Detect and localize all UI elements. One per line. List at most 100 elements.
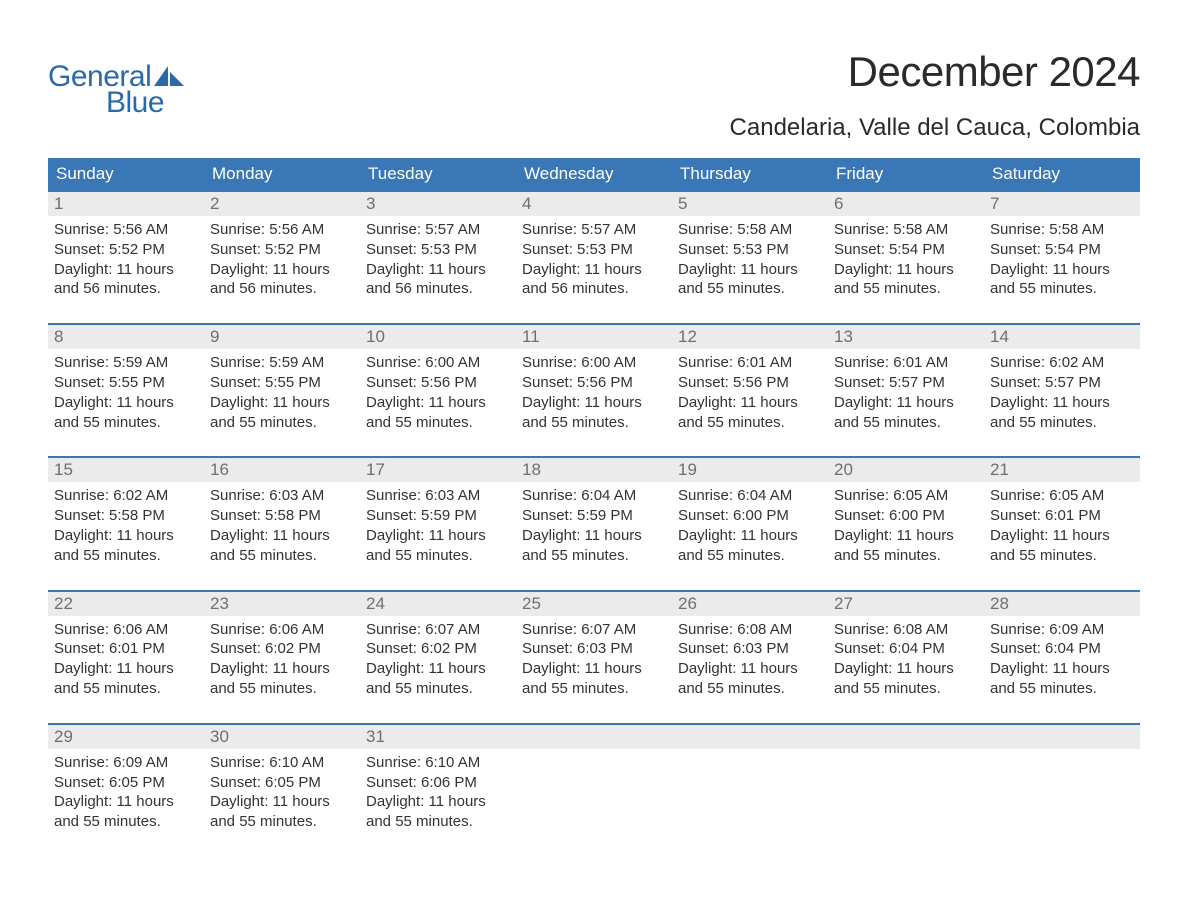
day-cell: 7Sunrise: 5:58 AMSunset: 5:54 PMDaylight… bbox=[984, 192, 1140, 303]
day-body: Sunrise: 6:03 AMSunset: 5:59 PMDaylight:… bbox=[360, 482, 516, 569]
day-number: 13 bbox=[828, 325, 984, 349]
daylight-line: Daylight: 11 hours and 55 minutes. bbox=[210, 526, 354, 566]
daylight-line: Daylight: 11 hours and 55 minutes. bbox=[522, 393, 666, 433]
sunset-line: Sunset: 5:58 PM bbox=[210, 506, 354, 526]
calendar: Sunday Monday Tuesday Wednesday Thursday… bbox=[48, 158, 1140, 836]
day-body: Sunrise: 5:58 AMSunset: 5:54 PMDaylight:… bbox=[984, 216, 1140, 303]
weekday-friday: Friday bbox=[828, 158, 984, 190]
day-body: Sunrise: 6:05 AMSunset: 6:01 PMDaylight:… bbox=[984, 482, 1140, 569]
daylight-line: Daylight: 11 hours and 56 minutes. bbox=[366, 260, 510, 300]
sunrise-line: Sunrise: 6:00 AM bbox=[522, 353, 666, 373]
sunset-line: Sunset: 6:05 PM bbox=[210, 773, 354, 793]
day-body: Sunrise: 6:06 AMSunset: 6:01 PMDaylight:… bbox=[48, 616, 204, 703]
sunset-line: Sunset: 5:54 PM bbox=[990, 240, 1134, 260]
day-cell: . bbox=[984, 725, 1140, 836]
day-number: 4 bbox=[516, 192, 672, 216]
sunset-line: Sunset: 5:53 PM bbox=[366, 240, 510, 260]
day-number: 19 bbox=[672, 458, 828, 482]
sunset-line: Sunset: 6:00 PM bbox=[678, 506, 822, 526]
sunrise-line: Sunrise: 6:02 AM bbox=[990, 353, 1134, 373]
location-text: Candelaria, Valle del Cauca, Colombia bbox=[730, 114, 1140, 142]
day-body: Sunrise: 5:59 AMSunset: 5:55 PMDaylight:… bbox=[48, 349, 204, 436]
day-cell: 9Sunrise: 5:59 AMSunset: 5:55 PMDaylight… bbox=[204, 325, 360, 436]
day-body: Sunrise: 5:57 AMSunset: 5:53 PMDaylight:… bbox=[360, 216, 516, 303]
day-cell: 26Sunrise: 6:08 AMSunset: 6:03 PMDayligh… bbox=[672, 592, 828, 703]
day-number: 14 bbox=[984, 325, 1140, 349]
day-body: Sunrise: 6:00 AMSunset: 5:56 PMDaylight:… bbox=[360, 349, 516, 436]
day-cell: 24Sunrise: 6:07 AMSunset: 6:02 PMDayligh… bbox=[360, 592, 516, 703]
daylight-line: Daylight: 11 hours and 55 minutes. bbox=[54, 659, 198, 699]
week-row: 1Sunrise: 5:56 AMSunset: 5:52 PMDaylight… bbox=[48, 190, 1140, 303]
daylight-line: Daylight: 11 hours and 55 minutes. bbox=[366, 393, 510, 433]
week-row: 15Sunrise: 6:02 AMSunset: 5:58 PMDayligh… bbox=[48, 456, 1140, 569]
sunset-line: Sunset: 5:56 PM bbox=[366, 373, 510, 393]
daylight-line: Daylight: 11 hours and 55 minutes. bbox=[834, 526, 978, 566]
day-cell: 17Sunrise: 6:03 AMSunset: 5:59 PMDayligh… bbox=[360, 458, 516, 569]
day-cell: 4Sunrise: 5:57 AMSunset: 5:53 PMDaylight… bbox=[516, 192, 672, 303]
sunset-line: Sunset: 6:03 PM bbox=[678, 639, 822, 659]
sunrise-line: Sunrise: 6:05 AM bbox=[834, 486, 978, 506]
sunrise-line: Sunrise: 6:07 AM bbox=[522, 620, 666, 640]
logo: General Blue bbox=[48, 60, 184, 120]
sunset-line: Sunset: 6:01 PM bbox=[54, 639, 198, 659]
daylight-line: Daylight: 11 hours and 55 minutes. bbox=[522, 526, 666, 566]
sunset-line: Sunset: 5:55 PM bbox=[210, 373, 354, 393]
day-number: 5 bbox=[672, 192, 828, 216]
day-body: Sunrise: 6:10 AMSunset: 6:05 PMDaylight:… bbox=[204, 749, 360, 836]
day-number: 11 bbox=[516, 325, 672, 349]
day-body: Sunrise: 6:05 AMSunset: 6:00 PMDaylight:… bbox=[828, 482, 984, 569]
daylight-line: Daylight: 11 hours and 55 minutes. bbox=[54, 792, 198, 832]
day-number: 26 bbox=[672, 592, 828, 616]
day-body: Sunrise: 6:02 AMSunset: 5:58 PMDaylight:… bbox=[48, 482, 204, 569]
day-cell: . bbox=[516, 725, 672, 836]
daylight-line: Daylight: 11 hours and 55 minutes. bbox=[54, 526, 198, 566]
weekday-tuesday: Tuesday bbox=[360, 158, 516, 190]
day-body: Sunrise: 6:08 AMSunset: 6:03 PMDaylight:… bbox=[672, 616, 828, 703]
sunset-line: Sunset: 6:06 PM bbox=[366, 773, 510, 793]
sunset-line: Sunset: 6:03 PM bbox=[522, 639, 666, 659]
sunset-line: Sunset: 6:00 PM bbox=[834, 506, 978, 526]
daylight-line: Daylight: 11 hours and 55 minutes. bbox=[210, 393, 354, 433]
day-body: Sunrise: 6:10 AMSunset: 6:06 PMDaylight:… bbox=[360, 749, 516, 836]
day-number: 18 bbox=[516, 458, 672, 482]
sunset-line: Sunset: 6:02 PM bbox=[210, 639, 354, 659]
day-cell: 31Sunrise: 6:10 AMSunset: 6:06 PMDayligh… bbox=[360, 725, 516, 836]
daylight-line: Daylight: 11 hours and 55 minutes. bbox=[990, 393, 1134, 433]
sunrise-line: Sunrise: 6:05 AM bbox=[990, 486, 1134, 506]
day-body: Sunrise: 6:01 AMSunset: 5:56 PMDaylight:… bbox=[672, 349, 828, 436]
sunrise-line: Sunrise: 5:59 AM bbox=[54, 353, 198, 373]
daylight-line: Daylight: 11 hours and 55 minutes. bbox=[210, 792, 354, 832]
sunset-line: Sunset: 6:04 PM bbox=[834, 639, 978, 659]
logo-text-blue: Blue bbox=[106, 86, 164, 120]
day-number: 16 bbox=[204, 458, 360, 482]
sunrise-line: Sunrise: 5:56 AM bbox=[210, 220, 354, 240]
day-body: Sunrise: 5:59 AMSunset: 5:55 PMDaylight:… bbox=[204, 349, 360, 436]
weekday-wednesday: Wednesday bbox=[516, 158, 672, 190]
sunrise-line: Sunrise: 6:10 AM bbox=[366, 753, 510, 773]
day-body: Sunrise: 6:09 AMSunset: 6:05 PMDaylight:… bbox=[48, 749, 204, 836]
daylight-line: Daylight: 11 hours and 55 minutes. bbox=[678, 260, 822, 300]
day-number: 15 bbox=[48, 458, 204, 482]
sunrise-line: Sunrise: 6:03 AM bbox=[366, 486, 510, 506]
daylight-line: Daylight: 11 hours and 55 minutes. bbox=[834, 393, 978, 433]
sunrise-line: Sunrise: 5:58 AM bbox=[678, 220, 822, 240]
day-cell: 21Sunrise: 6:05 AMSunset: 6:01 PMDayligh… bbox=[984, 458, 1140, 569]
sunrise-line: Sunrise: 6:06 AM bbox=[210, 620, 354, 640]
sunrise-line: Sunrise: 6:01 AM bbox=[678, 353, 822, 373]
day-body: Sunrise: 6:03 AMSunset: 5:58 PMDaylight:… bbox=[204, 482, 360, 569]
day-number: 3 bbox=[360, 192, 516, 216]
sunrise-line: Sunrise: 6:09 AM bbox=[54, 753, 198, 773]
sunset-line: Sunset: 6:05 PM bbox=[54, 773, 198, 793]
sunrise-line: Sunrise: 5:58 AM bbox=[834, 220, 978, 240]
daylight-line: Daylight: 11 hours and 55 minutes. bbox=[834, 659, 978, 699]
day-number: 24 bbox=[360, 592, 516, 616]
sunset-line: Sunset: 5:52 PM bbox=[210, 240, 354, 260]
sunrise-line: Sunrise: 6:09 AM bbox=[990, 620, 1134, 640]
day-cell: 11Sunrise: 6:00 AMSunset: 5:56 PMDayligh… bbox=[516, 325, 672, 436]
sunset-line: Sunset: 5:59 PM bbox=[366, 506, 510, 526]
day-number: 10 bbox=[360, 325, 516, 349]
day-body: Sunrise: 6:00 AMSunset: 5:56 PMDaylight:… bbox=[516, 349, 672, 436]
day-number: 25 bbox=[516, 592, 672, 616]
day-cell: 3Sunrise: 5:57 AMSunset: 5:53 PMDaylight… bbox=[360, 192, 516, 303]
sunset-line: Sunset: 5:57 PM bbox=[834, 373, 978, 393]
